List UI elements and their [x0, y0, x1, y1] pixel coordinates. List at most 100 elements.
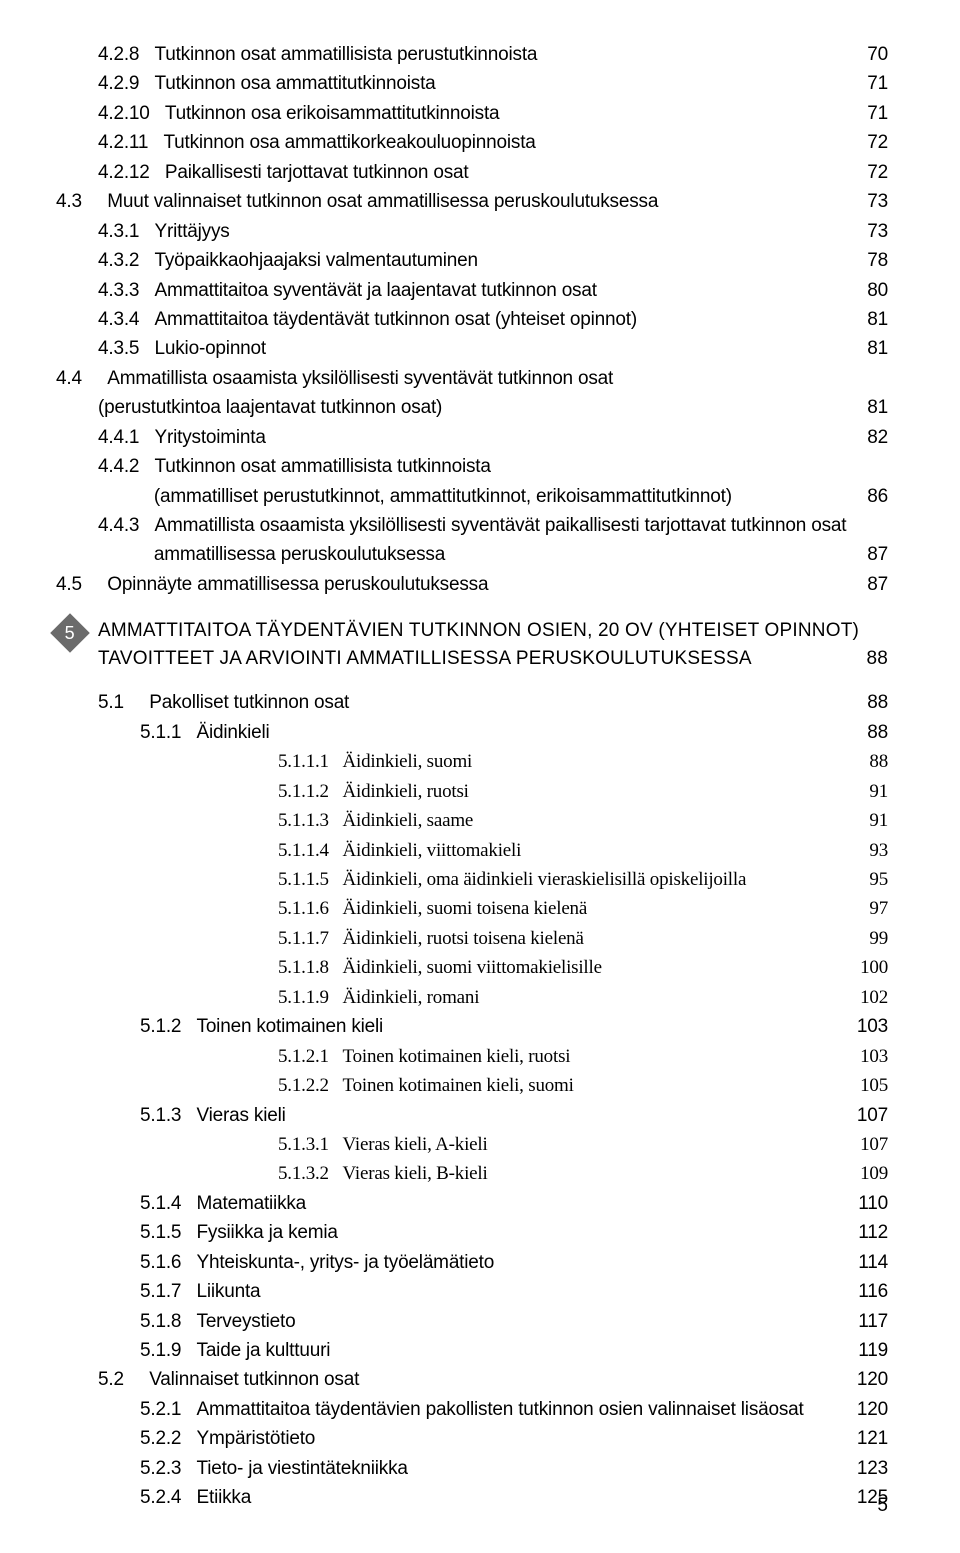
toc-block: 5.1.4 Matematiikka1105.1.5 Fysiikka ja k…: [98, 1189, 888, 1366]
toc-block: 5.1.2.1 Toinen kotimainen kieli, ruotsi1…: [98, 1042, 888, 1101]
page-number: 5: [877, 1495, 888, 1517]
toc-number: 5.1.9: [140, 1336, 181, 1365]
toc-title: Ympäristötieto: [197, 1424, 848, 1453]
toc-number: 5.1.1.4: [278, 836, 329, 865]
toc-title: (perustutkintoa laajentavat tutkinnon os…: [98, 393, 848, 422]
toc-entry: 4.2.11 Tutkinnon osa ammattikorkeakouluo…: [56, 128, 888, 157]
toc-entry: 4.4.2 Tutkinnon osat ammatillisista tutk…: [56, 452, 888, 481]
toc-number: 5.1.4: [140, 1189, 181, 1218]
toc-title: Tutkinnon osa ammattikorkeakouluopinnois…: [163, 128, 848, 157]
toc-title: (ammatilliset perustutkinnot, ammattitut…: [154, 482, 848, 511]
toc-number: 4.3.1: [98, 217, 139, 246]
toc-number: 4.3.4: [98, 305, 139, 334]
toc-entry: 4.2.12 Paikallisesti tarjottavat tutkinn…: [56, 158, 888, 187]
toc-title: Tutkinnon osat ammatillisista perustutki…: [155, 40, 848, 69]
toc-title: Äidinkieli, ruotsi toisena kielenä: [343, 924, 848, 953]
chapter-badge-icon: 5: [50, 614, 90, 654]
toc-page: 87: [848, 540, 888, 569]
toc-title: Äidinkieli, ruotsi: [343, 777, 848, 806]
toc-number: 4.3.5: [98, 334, 139, 363]
toc-title: Ammattitaitoa täydentävät tutkinnon osat…: [155, 305, 848, 334]
toc-page: 81: [848, 334, 888, 363]
toc-entry: 4.4.3 Ammatillista osaamista yksilöllise…: [56, 511, 888, 540]
toc-page: 117: [848, 1307, 888, 1336]
toc-entry: 5.1.1.5 Äidinkieli, oma äidinkieli viera…: [98, 865, 888, 894]
toc-page: 95: [848, 865, 888, 894]
toc-page: 91: [848, 806, 888, 835]
toc-title: Äidinkieli, suomi viittomakielisille: [343, 953, 848, 982]
toc-page: 86: [848, 482, 888, 511]
toc-page: 81: [848, 393, 888, 422]
toc-entry: 5.1.4 Matematiikka110: [98, 1189, 888, 1218]
toc-title: Äidinkieli, suomi: [343, 747, 848, 776]
toc-title: Äidinkieli: [197, 718, 848, 747]
toc-number: 4.4: [56, 364, 82, 393]
toc-entry: 5.1.2.2 Toinen kotimainen kieli, suomi10…: [98, 1071, 888, 1100]
toc-number: 5.1.1.5: [278, 865, 329, 894]
toc-number: 5.1.1.9: [278, 983, 329, 1012]
toc-entry: 5.1.3 Vieras kieli 107: [98, 1101, 888, 1130]
toc-entry-continuation: ammatillisessa peruskoulutuksessa 87: [56, 540, 888, 569]
page: 4.2.8 Tutkinnon osat ammatillisista peru…: [0, 0, 960, 1553]
toc-title: Vieras kieli, A-kieli: [343, 1130, 848, 1159]
toc-title: Ammatillista osaamista yksilöllisesti sy…: [155, 511, 888, 540]
toc-block: 4.4.1 Yritystoiminta82: [56, 423, 888, 452]
toc-title: Yrittäjyys: [155, 217, 848, 246]
toc-entry: 4.3.4 Ammattitaitoa täydentävät tutkinno…: [56, 305, 888, 334]
toc-title: Yritystoiminta: [155, 423, 848, 452]
toc-entry: 5.1 Pakolliset tutkinnon osat 88: [98, 688, 888, 717]
toc-title: Vieras kieli, B-kieli: [343, 1159, 848, 1188]
toc-title: Matematiikka: [197, 1189, 848, 1218]
toc-title: Paikallisesti tarjottavat tutkinnon osat: [165, 158, 848, 187]
toc-page: 120: [848, 1395, 888, 1424]
toc-entry: 4.3.2 Työpaikkaohjaajaksi valmentautumin…: [56, 246, 888, 275]
toc-title: Taide ja kulttuuri: [197, 1336, 848, 1365]
toc-page: 103: [848, 1042, 888, 1071]
toc-title: Äidinkieli, romani: [343, 983, 848, 1012]
toc-page: 73: [848, 217, 888, 246]
toc-title: Äidinkieli, viittomakieli: [343, 836, 848, 865]
toc-number: 4.3.3: [98, 276, 139, 305]
toc-page: 100: [848, 953, 888, 982]
toc-page: 70: [848, 40, 888, 69]
toc-number: 4.2.8: [98, 40, 139, 69]
toc-entry: 5.1.1.3 Äidinkieli, saame91: [98, 806, 888, 835]
toc-entry: 5.1.1 Äidinkieli 88: [98, 718, 888, 747]
toc-number: 4.5: [56, 570, 82, 599]
toc-page: 107: [848, 1130, 888, 1159]
toc-page: 78: [848, 246, 888, 275]
toc-block: 5.2.1 Ammattitaitoa täydentävien pakolli…: [98, 1395, 888, 1513]
toc-page: 119: [848, 1336, 888, 1365]
toc-title: Valinnaiset tutkinnon osat: [149, 1365, 848, 1394]
toc-number: 5.1.2: [140, 1012, 181, 1041]
toc-page: 121: [848, 1424, 888, 1453]
toc-entry: 4.3 Muut valinnaiset tutkinnon osat amma…: [56, 187, 888, 216]
toc-page: 88: [848, 645, 888, 673]
toc-number: 4.2.11: [98, 128, 148, 157]
toc-title: Lukio-opinnot: [155, 334, 848, 363]
toc-number: 5.1.1.3: [278, 806, 329, 835]
toc-number: 5.1.1.1: [278, 747, 329, 776]
toc-page: 116: [848, 1277, 888, 1306]
toc-entry: 5.2.4 Etiikka125: [98, 1483, 888, 1512]
toc-number: 5.2.3: [140, 1454, 181, 1483]
toc-entry: 4.4.1 Yritystoiminta82: [56, 423, 888, 452]
toc-title: Yhteiskunta-, yritys- ja työelämätieto: [197, 1248, 848, 1277]
toc-page: 82: [848, 423, 888, 452]
toc-number: 5.1.1.8: [278, 953, 329, 982]
toc-title: Liikunta: [197, 1277, 848, 1306]
toc-page: 97: [848, 894, 888, 923]
toc-number: 4.3.2: [98, 246, 139, 275]
toc-entry: 5.1.1.8 Äidinkieli, suomi viittomakielis…: [98, 953, 888, 982]
toc-entry: 5.1.1.9 Äidinkieli, romani102: [98, 983, 888, 1012]
toc-page: 105: [848, 1071, 888, 1100]
toc-entry: 5.1.3.2 Vieras kieli, B-kieli109: [98, 1159, 888, 1188]
toc-page: 72: [848, 158, 888, 187]
toc-number: 5.1.1.6: [278, 894, 329, 923]
toc-title: Muut valinnaiset tutkinnon osat ammatill…: [107, 187, 848, 216]
toc-page: 88: [848, 718, 888, 747]
toc-number: 5.1.2.1: [278, 1042, 329, 1071]
toc-number: 5.2.4: [140, 1483, 181, 1512]
toc-entry: 5.1.9 Taide ja kulttuuri119: [98, 1336, 888, 1365]
toc-number: 5.1.1: [140, 718, 181, 747]
